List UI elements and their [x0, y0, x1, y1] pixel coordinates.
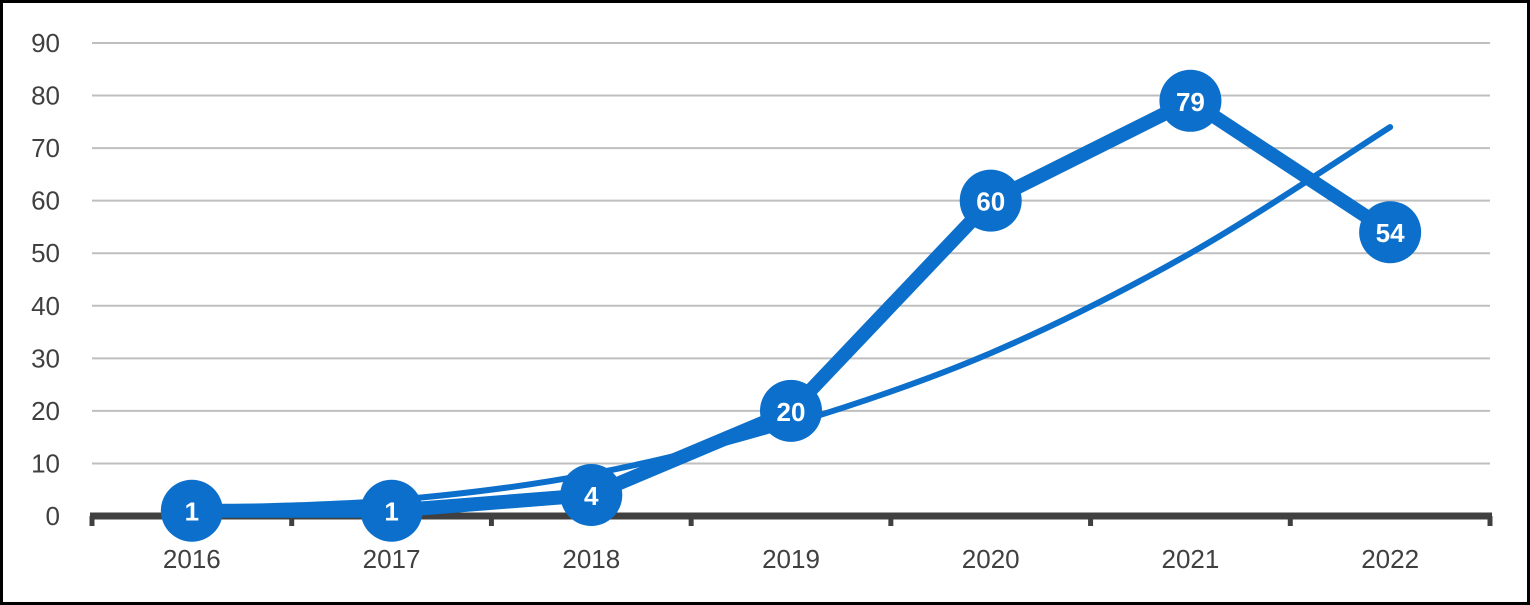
trend-line [188, 124, 1394, 512]
y-tick-label: 50 [31, 238, 60, 268]
gridlines [92, 42, 1490, 465]
data-label: 1 [185, 497, 199, 527]
x-tick-label: 2022 [1361, 544, 1419, 574]
data-label: 54 [1376, 218, 1405, 248]
x-tick-label: 2020 [962, 544, 1020, 574]
data-point [360, 479, 423, 542]
y-axis-tick-labels: 0 10 20 30 40 50 60 70 80 90 [31, 28, 60, 531]
data-point [959, 169, 1022, 232]
x-tick-label: 2016 [163, 544, 221, 574]
x-tick-label: 2021 [1162, 544, 1220, 574]
y-tick-label: 90 [31, 28, 60, 58]
y-tick-label: 10 [31, 448, 60, 478]
x-axis-tick-labels: 2016 2017 2018 2019 2020 2021 2022 [163, 544, 1419, 574]
series-layer: 1 1 4 20 60 79 54 [160, 69, 1422, 542]
y-tick-label: 60 [31, 186, 60, 216]
data-label: 79 [1176, 87, 1205, 117]
y-tick-label: 0 [46, 501, 60, 531]
y-tick-label: 20 [31, 396, 60, 426]
y-tick-label: 70 [31, 133, 60, 163]
x-tick-label: 2019 [762, 544, 820, 574]
data-point [1359, 201, 1422, 264]
data-point [760, 379, 822, 442]
y-tick-label: 80 [31, 81, 60, 111]
x-tick-label: 2017 [363, 544, 421, 574]
data-label: 4 [584, 481, 599, 511]
data-point [1159, 69, 1222, 132]
y-tick-label: 30 [31, 343, 60, 373]
data-label: 20 [777, 397, 806, 427]
y-tick-label: 40 [31, 291, 60, 321]
x-tick-label: 2018 [562, 544, 620, 574]
data-label: 1 [384, 497, 398, 527]
data-point [160, 479, 223, 542]
data-point [560, 463, 623, 526]
data-label: 60 [976, 187, 1005, 217]
